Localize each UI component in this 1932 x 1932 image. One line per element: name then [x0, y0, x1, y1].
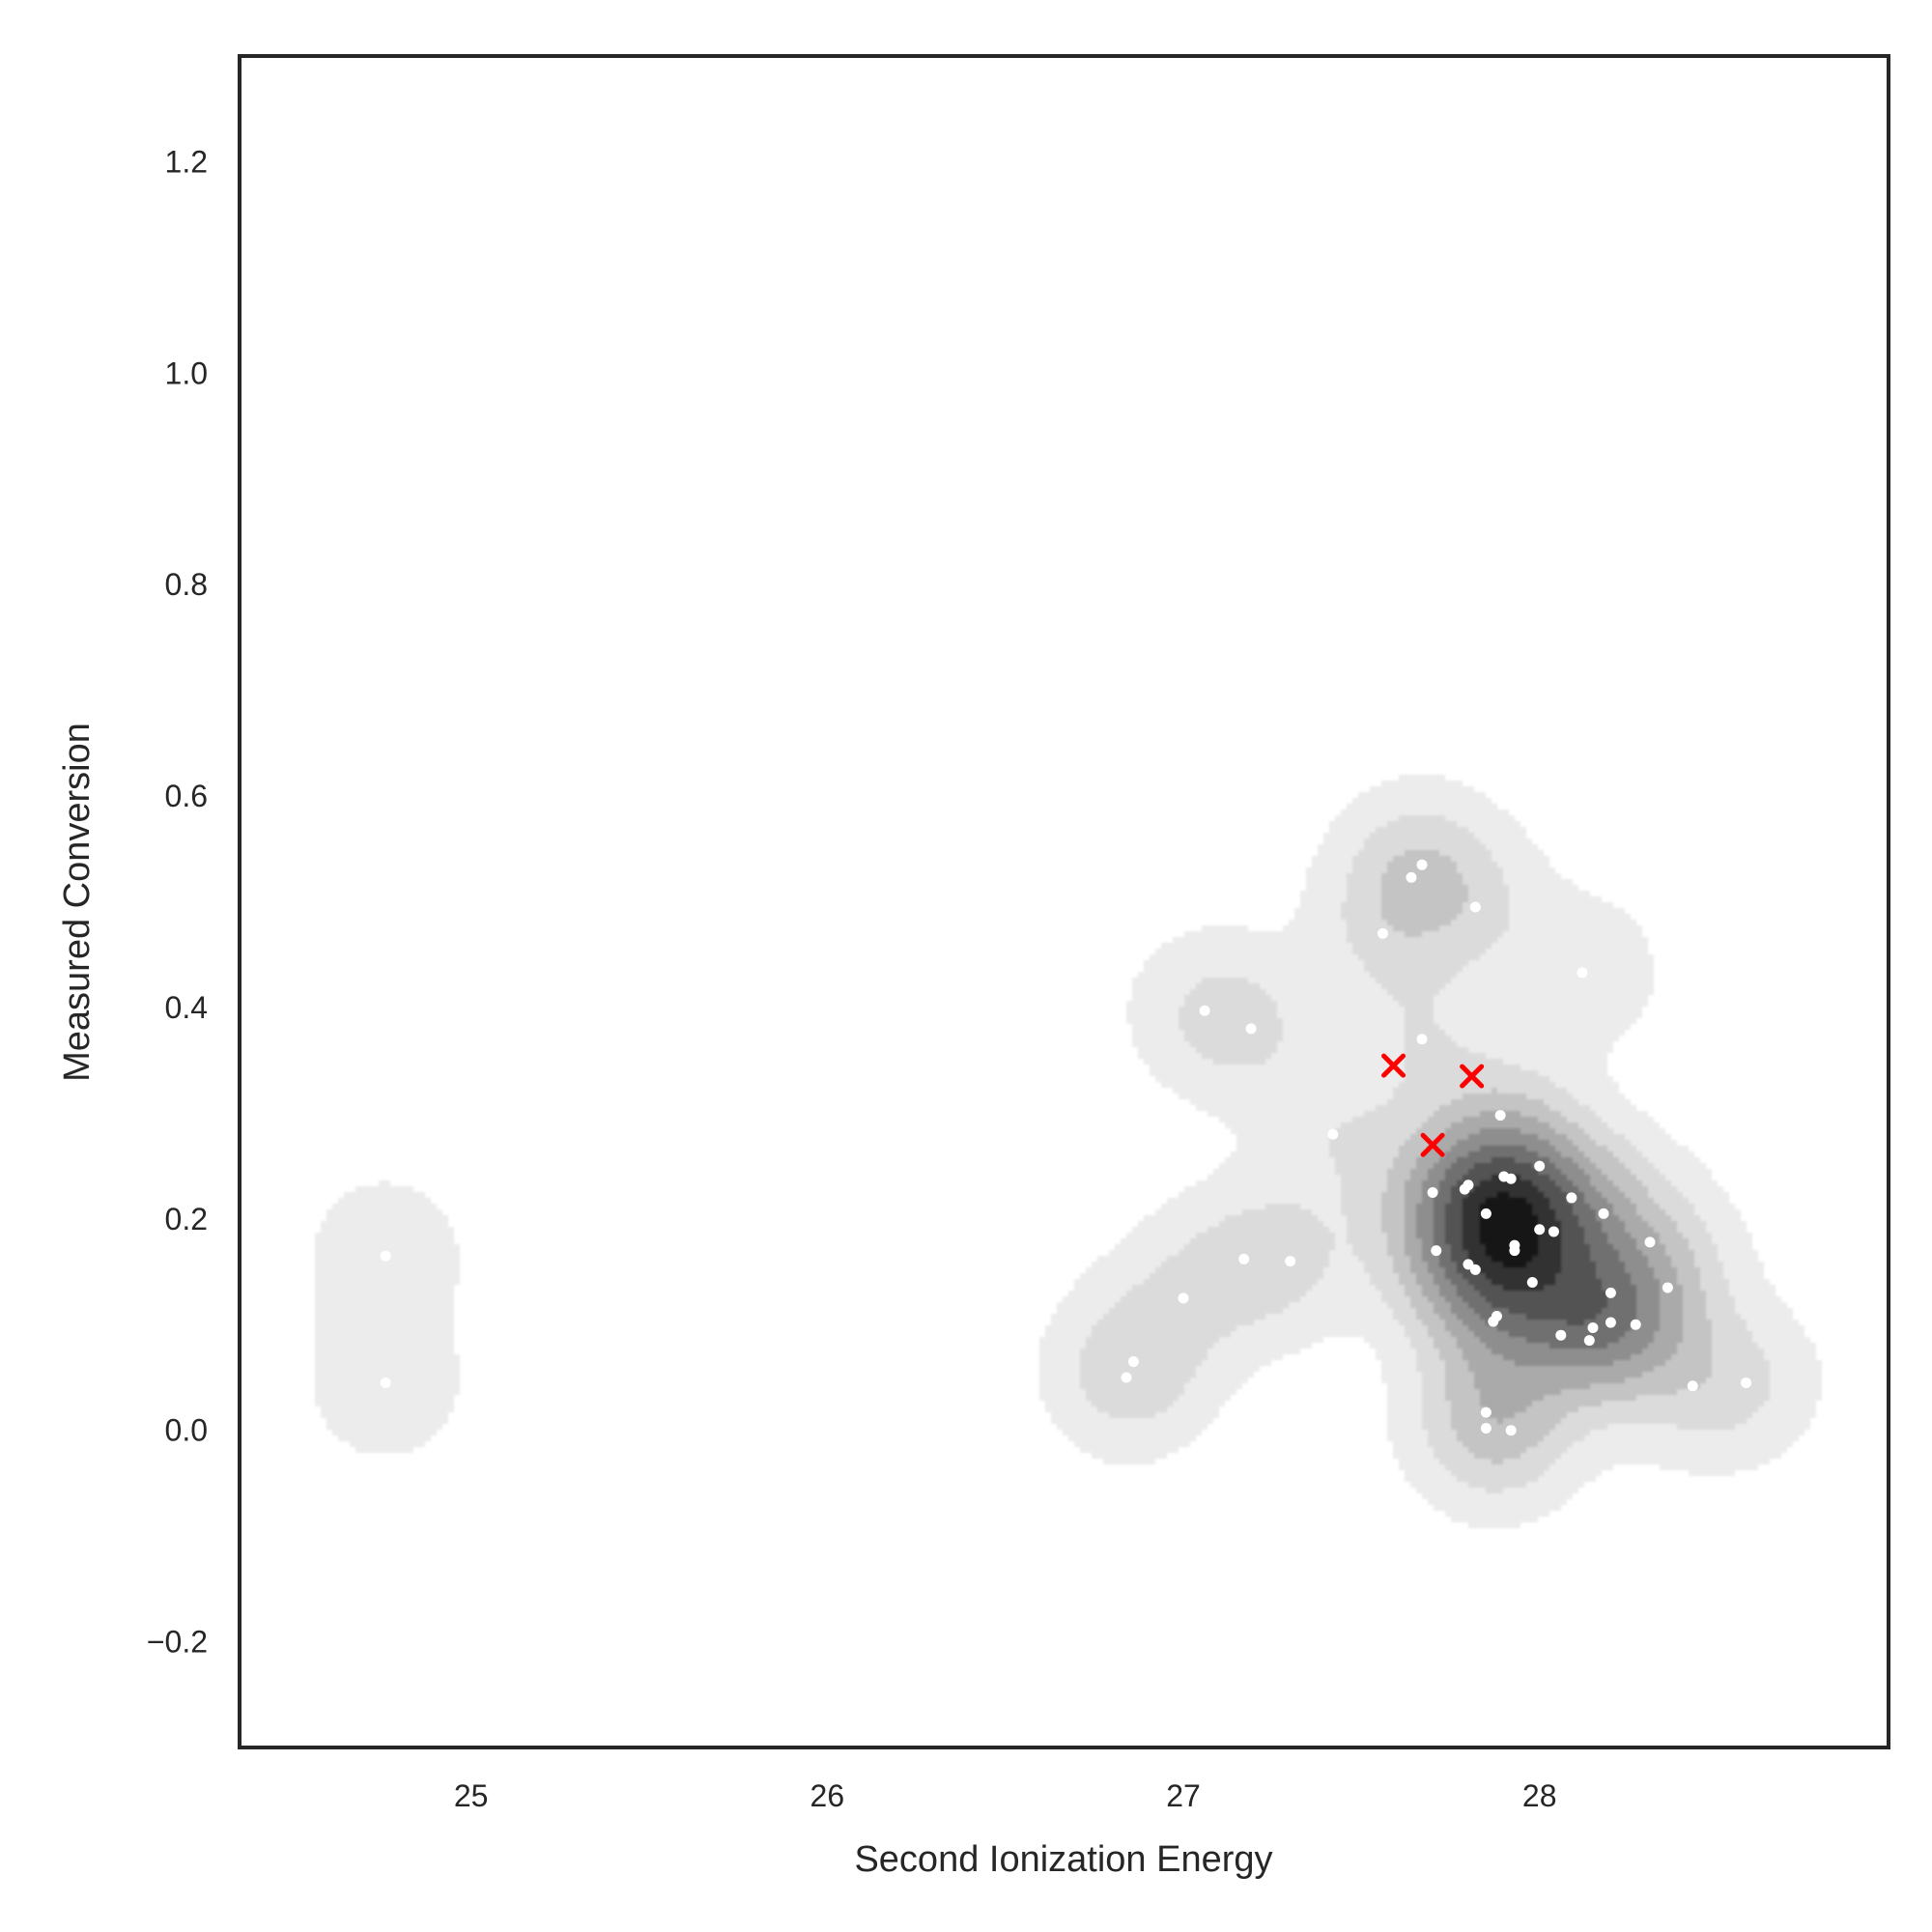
y-tick-label: 1.2 [165, 144, 208, 179]
scatter-point [1416, 859, 1428, 870]
x-tick-labels: 25 26 27 28 [454, 1778, 1557, 1813]
y-tick-label: 1.0 [165, 355, 208, 390]
scatter-point [1566, 1192, 1577, 1204]
scatter-point [1583, 1335, 1595, 1347]
scatter-point [1480, 1422, 1492, 1434]
scatter-point [1494, 1110, 1506, 1122]
scatter-point [1406, 871, 1417, 883]
scatter-point [1587, 1322, 1599, 1334]
x-tick-label: 27 [1166, 1778, 1201, 1813]
plot-background [240, 56, 1889, 1747]
y-tick-label: 0.8 [165, 567, 208, 602]
scatter-point [1245, 1023, 1257, 1035]
scatter-point [1644, 1236, 1656, 1248]
scatter-point [1327, 1128, 1339, 1140]
scatter-point [1480, 1406, 1492, 1418]
scatter-point [1491, 1310, 1502, 1321]
scatter-point [1505, 1173, 1517, 1184]
y-axis-label: Measured Conversion [57, 723, 98, 1082]
scatter-point [1427, 1186, 1438, 1198]
scatter-point [1199, 1005, 1210, 1016]
y-tick-labels: −0.2 0.0 0.2 0.4 0.6 0.8 1.0 1.2 [147, 144, 208, 1659]
scatter-point [1534, 1160, 1546, 1172]
scatter-point [1469, 1264, 1481, 1275]
scatter-point [1526, 1276, 1538, 1288]
scatter-point [1238, 1253, 1250, 1264]
scatter-point [1577, 967, 1588, 979]
y-tick-label: 0.6 [165, 779, 208, 813]
density-level-9 [1480, 1192, 1538, 1267]
scatter-point [1469, 901, 1481, 913]
x-tick-label: 25 [454, 1778, 489, 1813]
scatter-point [1121, 1372, 1132, 1383]
scatter-point [1377, 927, 1388, 939]
scatter-point [1741, 1377, 1752, 1388]
scatter-point [1285, 1256, 1296, 1267]
scatter-point [1534, 1224, 1546, 1236]
y-tick-label: −0.2 [147, 1625, 208, 1660]
scatter-point [1598, 1208, 1609, 1219]
plot-frame [238, 54, 1890, 1749]
x-tick-label: 28 [1522, 1778, 1557, 1813]
x-tick-label: 26 [810, 1778, 845, 1813]
scatter-point [1431, 1245, 1442, 1257]
scatter-point [380, 1250, 391, 1262]
scatter-point [1509, 1239, 1520, 1251]
x-marker [1420, 1132, 1445, 1157]
scatter-point [1416, 1034, 1428, 1045]
scatter-point [1555, 1329, 1567, 1341]
scatter-point [1662, 1282, 1673, 1293]
y-tick-label: 0.0 [165, 1413, 208, 1448]
x-axis-label: Second Ionization Energy [854, 1839, 1272, 1880]
scatter-point [1505, 1425, 1517, 1436]
scatter-point [1630, 1319, 1641, 1330]
scatter-point [1178, 1293, 1189, 1304]
highlight-markers [1381, 1053, 1485, 1157]
scatter-point [1480, 1208, 1492, 1219]
scatter-point [1687, 1380, 1698, 1392]
scatter-point [1548, 1226, 1559, 1237]
x-marker [1381, 1053, 1406, 1078]
scatter-point [1605, 1317, 1616, 1328]
scatter-point [1463, 1179, 1474, 1191]
x-marker [1460, 1064, 1485, 1089]
scatter-points [380, 859, 1752, 1436]
scatter-point [1605, 1287, 1616, 1298]
scatter-point [380, 1377, 391, 1388]
y-tick-label: 0.2 [165, 1202, 208, 1236]
y-tick-label: 0.4 [165, 990, 208, 1025]
scatter-point [1127, 1356, 1139, 1368]
